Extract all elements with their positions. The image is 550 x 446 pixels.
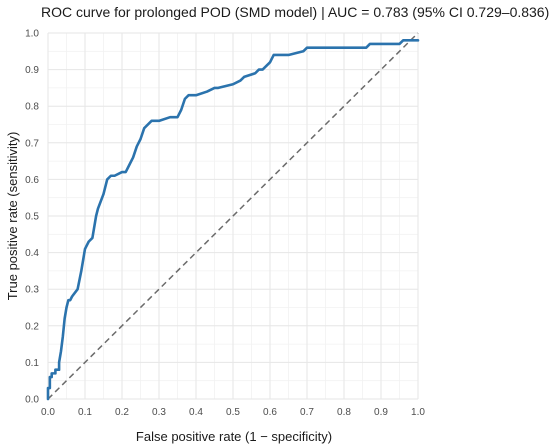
x-tick-label: 0.6 [263,407,277,418]
series-layer [46,39,420,401]
y-tick-label: 0.2 [25,321,39,332]
x-tick-label: 0.5 [226,407,240,418]
x-tick-label: 0.3 [152,407,166,418]
y-tick-label: 0.7 [25,138,39,149]
x-tick-labels: 0.0 0.1 0.2 0.3 0.4 0.5 0.6 0.7 0.8 0.9 1.0 [41,407,425,418]
y-axis-title: True positive rate (sensitivity) [5,132,20,301]
y-tick-label: 0.5 [25,212,39,223]
y-tick-label: 0.1 [25,358,39,369]
y-tick-label: 0.0 [25,395,39,406]
x-tick-label: 1.0 [411,407,425,418]
y-tick-labels: 0.0 0.1 0.2 0.3 0.4 0.5 0.6 0.7 0.8 0.9 1.0 [25,29,39,406]
grid-layer [47,32,419,400]
roc-curve-line [46,39,420,401]
x-tick-label: 0.0 [41,407,55,418]
y-tick-label: 0.8 [25,102,39,113]
reference-diagonal-layer [47,32,419,400]
chart-title: ROC curve for prolonged POD (SMD model) … [41,4,549,20]
x-tick-label: 0.1 [78,407,92,418]
y-tick-label: 0.3 [25,285,39,296]
x-axis-title: False positive rate (1 − specificity) [136,429,332,444]
x-tick-label: 0.8 [337,407,351,418]
y-tick-label: 1.0 [25,29,39,40]
x-tick-label: 0.7 [300,407,314,418]
x-tick-label: 0.4 [189,407,203,418]
x-tick-label: 0.2 [115,407,129,418]
y-tick-label: 0.9 [25,65,39,76]
y-tick-label: 0.6 [25,175,39,186]
reference-diagonal-line [47,32,419,400]
x-tick-label: 0.9 [374,407,388,418]
y-tick-label: 0.4 [25,248,39,259]
